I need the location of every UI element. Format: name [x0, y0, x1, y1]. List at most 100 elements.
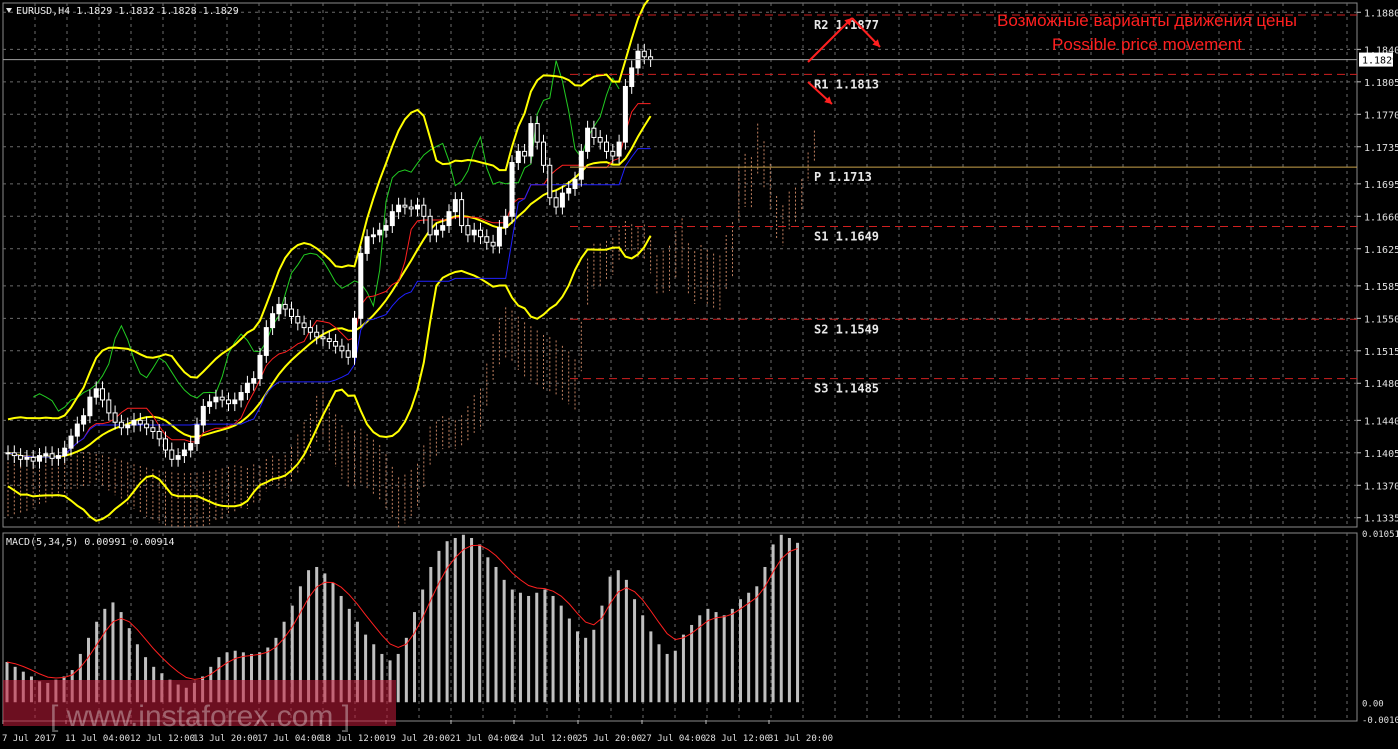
current-price-tag	[1359, 52, 1393, 67]
macd-histogram-bar	[763, 566, 767, 703]
candle-bull	[572, 178, 578, 189]
candle-bull	[251, 378, 257, 384]
macd-histogram-bar	[494, 566, 498, 703]
macd-histogram-bar	[665, 653, 669, 703]
bollinger-lower	[7, 235, 652, 522]
macd-histogram-bar	[673, 650, 677, 703]
candle-bear	[553, 197, 559, 208]
macd-histogram-bar	[421, 589, 425, 703]
macd-histogram-bar	[787, 537, 791, 703]
candle-bull	[43, 453, 49, 457]
candle-bull	[131, 419, 137, 426]
candle-bull	[433, 229, 439, 236]
candle-bull	[125, 424, 131, 429]
macd-histogram-bar	[241, 652, 245, 703]
macd-histogram-bar	[78, 653, 82, 703]
macd-histogram-bar	[478, 544, 482, 703]
candle-bull	[55, 455, 61, 459]
macd-histogram-bar	[445, 541, 449, 703]
price-axis-label: 1.1660	[1364, 212, 1398, 223]
annotation-ru: Возможные варианты движения цены	[997, 11, 1297, 30]
macd-histogram-bar	[282, 621, 286, 703]
symbol-header: EURUSD,H4 1.1829 1.1832 1.1828 1.1829	[16, 6, 239, 17]
candle-bear	[326, 338, 332, 343]
macd-histogram-bar	[616, 570, 620, 703]
price-axis-label: 1.1770	[1364, 110, 1398, 121]
candle-bear	[333, 341, 339, 347]
candle-bull	[370, 234, 376, 238]
macd-histogram-bar	[119, 612, 123, 703]
macd-histogram-bar	[404, 637, 408, 703]
macd-histogram-bar	[527, 595, 531, 703]
candle-bear	[156, 430, 162, 440]
candle-bull	[364, 236, 370, 254]
macd-histogram-bar	[364, 634, 368, 703]
candle-bear	[604, 141, 609, 152]
macd-histogram-bar	[592, 629, 596, 703]
macd-histogram-bar	[779, 534, 783, 703]
macd-histogram-bar	[518, 592, 522, 703]
candle-bear	[610, 150, 616, 157]
macd-histogram-bar	[600, 605, 604, 703]
header-dropdown-icon	[6, 8, 12, 13]
candle-bull	[415, 204, 420, 210]
arrow-down-head	[824, 96, 832, 104]
candle-bull	[559, 192, 565, 208]
macd-histogram-bar	[649, 631, 653, 703]
candle-bear	[11, 452, 17, 457]
candle-bear	[345, 350, 351, 358]
candle-bull	[629, 67, 635, 87]
price-axis-label: 1.1370	[1364, 481, 1398, 492]
annotation-en: Possible price movement	[1052, 35, 1242, 54]
candle-bear	[591, 127, 597, 138]
macd-histogram-bar	[755, 586, 759, 703]
kijun-sen-line	[7, 148, 651, 458]
macd-histogram-bar	[559, 605, 563, 703]
candle-bull	[566, 187, 572, 194]
time-axis-label: 17 Jul 04:00	[257, 734, 322, 744]
macd-histogram-bar	[95, 621, 99, 703]
candle-bull	[509, 162, 515, 217]
time-axis-label: 25 Jul 20:00	[577, 734, 642, 744]
candle-bull	[232, 399, 238, 405]
candle-bear	[100, 388, 105, 401]
time-axis-label: 12 Jul 12:00	[130, 734, 195, 744]
candle-bull	[358, 252, 364, 319]
macd-histogram-bar	[323, 573, 327, 703]
candle-bear	[534, 123, 540, 143]
candle-bull	[496, 226, 502, 247]
time-axis-label: 11 Jul 04:00	[65, 734, 130, 744]
candle-bull	[471, 229, 477, 236]
macd-histogram-bar	[535, 592, 539, 703]
macd-histogram-bar	[429, 566, 433, 703]
macd-histogram-bar	[690, 624, 694, 703]
macd-histogram-bar	[510, 589, 514, 703]
candle-bear	[301, 322, 307, 329]
macd-axis-label: -0.00104	[1362, 716, 1398, 726]
macd-histogram-bar	[135, 644, 139, 703]
macd-histogram-bar	[307, 570, 311, 703]
macd-histogram-bar	[290, 605, 294, 703]
price-axis-label: 1.1515	[1364, 347, 1398, 358]
macd-histogram-bar	[331, 583, 335, 703]
macd-histogram-bar	[437, 550, 441, 703]
time-axis-label: 28 Jul 12:00	[705, 734, 770, 744]
macd-histogram-bar	[144, 657, 148, 703]
macd-histogram-bar	[298, 586, 302, 703]
macd-histogram-bar	[608, 576, 612, 703]
price-axis-label: 1.1695	[1364, 180, 1398, 191]
candle-bull	[616, 141, 622, 157]
candle-bear	[641, 50, 647, 58]
candle-bull	[446, 211, 452, 227]
candle-bear	[484, 236, 490, 243]
candle-bull	[383, 225, 389, 231]
price-axis-label: 1.1840	[1364, 45, 1398, 56]
candle-bear	[295, 315, 301, 324]
price-axis-label: 1.1335	[1364, 514, 1398, 525]
macd-histogram-bar	[796, 542, 800, 703]
macd-histogram-bar	[641, 615, 645, 703]
macd-histogram-bar	[584, 637, 588, 703]
candle-bear	[118, 421, 124, 429]
